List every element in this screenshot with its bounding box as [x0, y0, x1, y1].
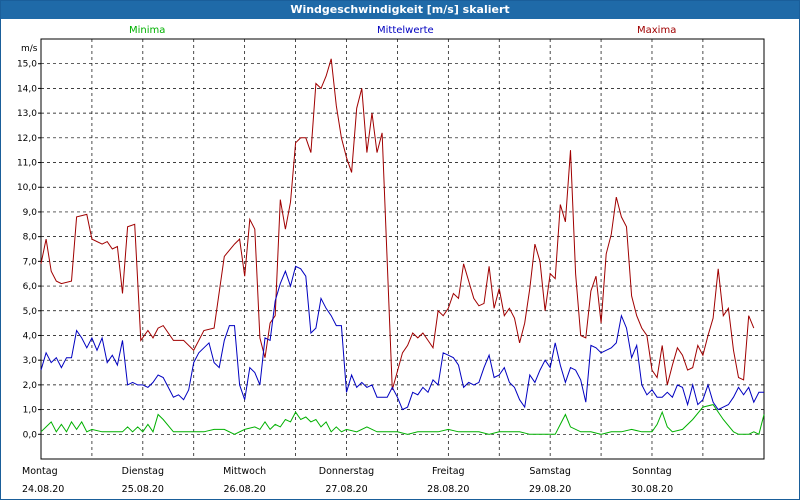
day-name-label: Sonntag: [632, 466, 671, 477]
y-axis-label: m/s: [21, 44, 38, 54]
series-line-maxima: [40, 58, 755, 390]
y-tick-label: 0,0: [23, 430, 38, 440]
plot-frame: [40, 38, 765, 460]
day-date-label: 25.08.20: [122, 484, 164, 495]
series-line-minima: [40, 404, 765, 436]
x-axis-labels: Montag 24.08.20 Dienstag 25.08.20 Mittwoch 26…: [22, 466, 673, 495]
y-tick-label: 3,0: [23, 356, 38, 366]
legend-maxima: Maxima: [637, 25, 677, 36]
legend-mittelwerte: Mittelwerte: [377, 25, 434, 36]
window-title: Windgeschwindigkeit [m/s] skaliert: [1, 1, 799, 19]
y-tick-label: 2,0: [23, 381, 38, 391]
day-name-label: Dienstag: [122, 466, 164, 477]
y-tick-label: 5,0: [23, 307, 38, 317]
y-tick-label: 8,0: [23, 233, 38, 243]
y-tick-label: 9,0: [23, 208, 38, 218]
day-date-label: 24.08.20: [22, 484, 64, 495]
day-name-label: Montag: [22, 466, 58, 477]
y-tick-label: 15,0: [17, 60, 37, 70]
day-date-label: 27.08.20: [325, 484, 367, 495]
day-date-label: 29.08.20: [529, 484, 571, 495]
y-tick-label: 12,0: [17, 134, 37, 144]
grid: [38, 38, 765, 460]
day-date-label: 26.08.20: [224, 484, 266, 495]
day-name-label: Freitag: [432, 466, 465, 477]
series-line-mittelwerte: [40, 265, 764, 411]
day-name-label: Mittwoch: [223, 466, 266, 477]
y-tick-label: 11,0: [17, 159, 37, 169]
wind-speed-chart: 0,0 1,0 2,0 3,0 4,0 5,0 6,0 7,0 8,0 9,0 10,0 11,0 12…: [17, 38, 765, 495]
day-date-label: 30.08.20: [631, 484, 673, 495]
y-axis-ticks: 0,0 1,0 2,0 3,0 4,0 5,0 6,0 7,0 8,0 9,0 10,0 11,0 12…: [17, 60, 37, 441]
day-date-label: 28.08.20: [427, 484, 469, 495]
y-tick-label: 10,0: [17, 183, 37, 193]
series-lines: [40, 58, 765, 436]
y-tick-label: 7,0: [23, 257, 38, 267]
y-tick-label: 4,0: [23, 331, 38, 341]
y-tick-label: 1,0: [23, 406, 38, 416]
y-tick-label: 6,0: [23, 282, 38, 292]
legend-minima: Minima: [129, 25, 166, 36]
day-name-label: Samstag: [529, 466, 571, 477]
y-tick-label: 13,0: [17, 109, 37, 119]
day-name-label: Donnerstag: [319, 466, 374, 477]
y-tick-label: 14,0: [17, 84, 37, 94]
